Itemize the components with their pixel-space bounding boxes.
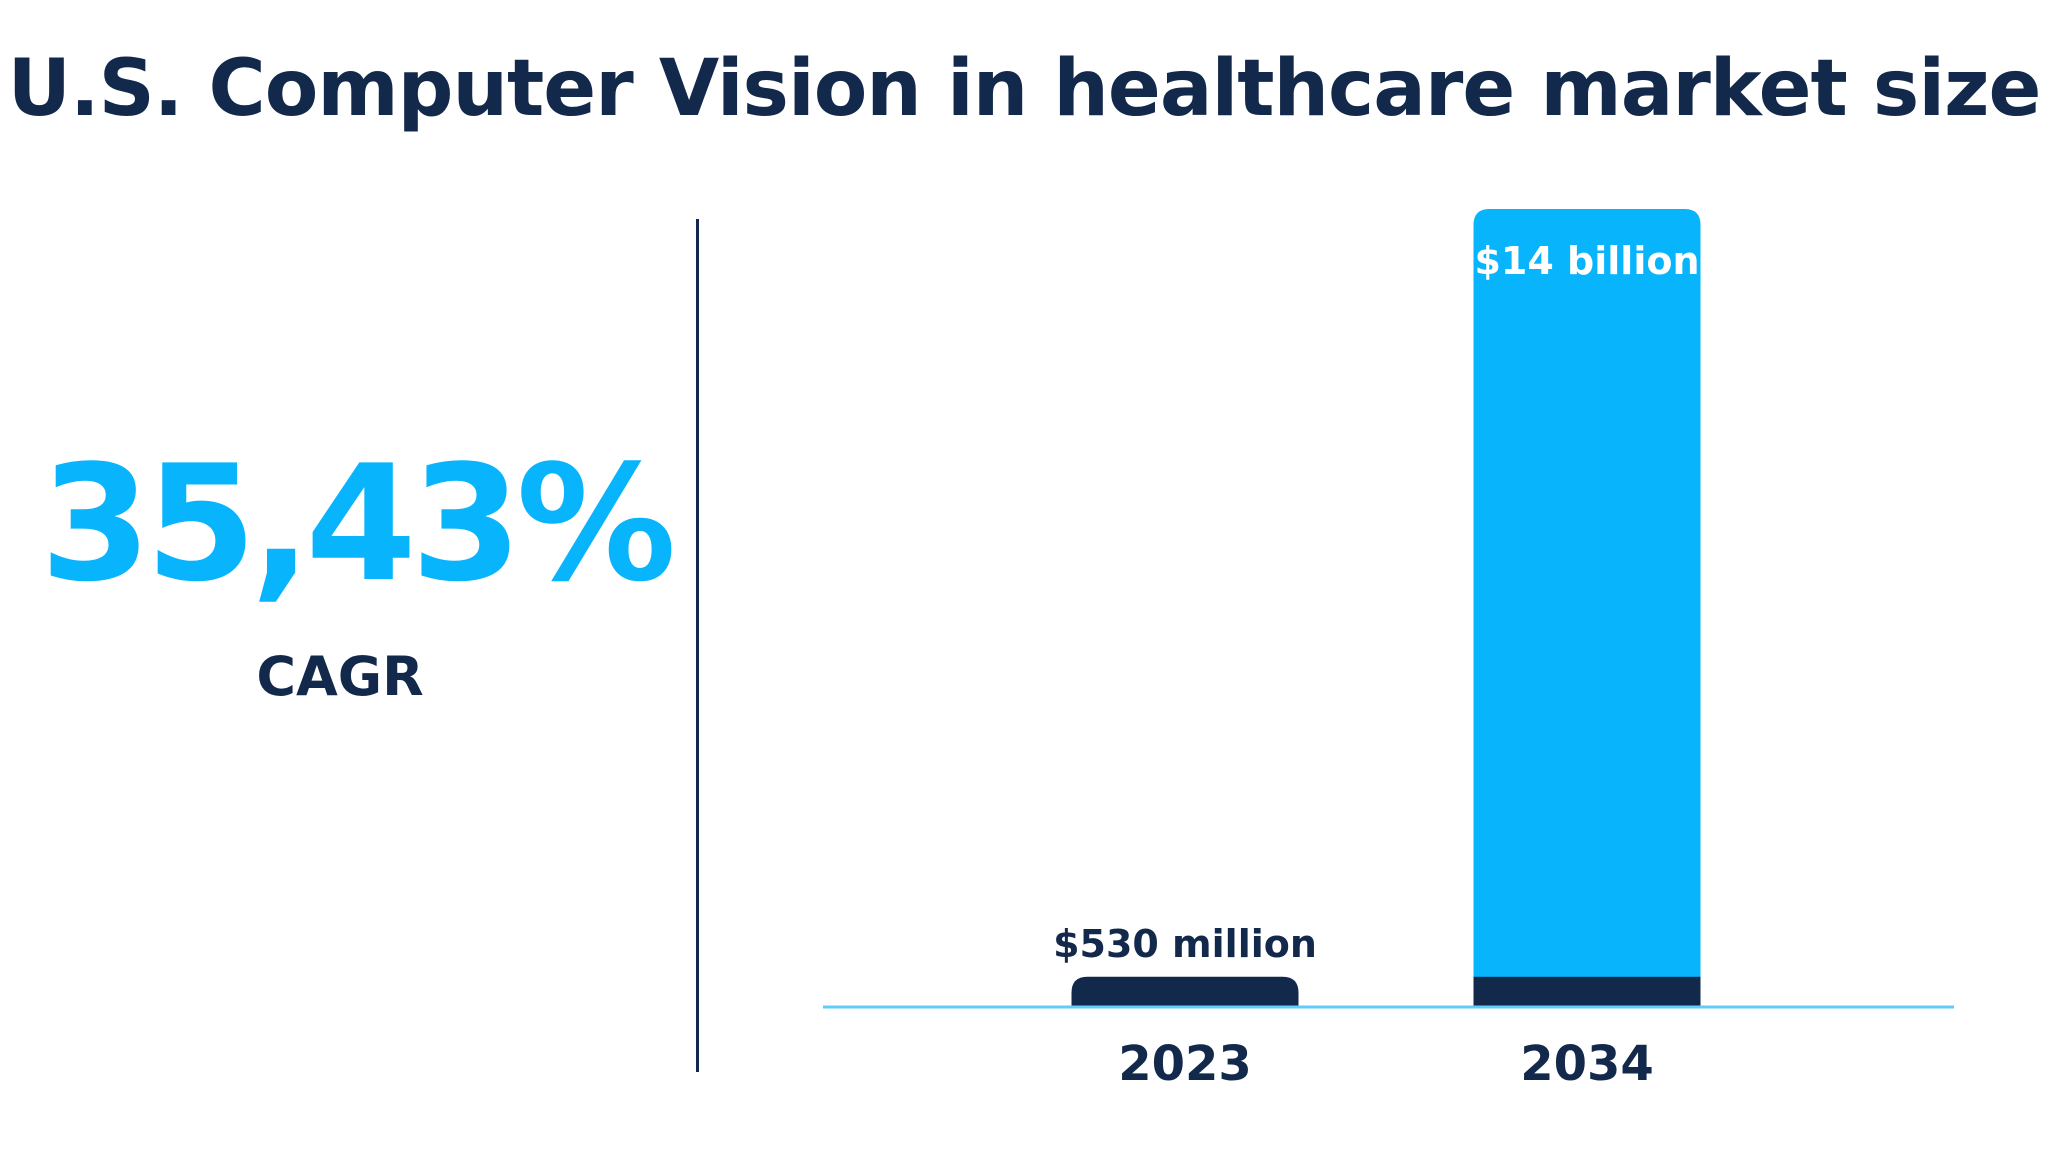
x-tick-label-2034: 2034 bbox=[1520, 1036, 1654, 1092]
bar-2023 bbox=[1071, 976, 1299, 1007]
bar-2034 bbox=[1473, 209, 1701, 1007]
data-label-2023: $530 million bbox=[1053, 922, 1317, 966]
x-tick-label-2023: 2023 bbox=[1118, 1036, 1252, 1092]
chart-title: U.S. Computer Vision in healthcare marke… bbox=[7, 44, 2042, 134]
bar-base-segment bbox=[1473, 976, 1701, 1007]
cagr-value: 35,43% bbox=[40, 430, 676, 617]
divider bbox=[696, 219, 699, 1072]
data-label-2034: $14 billion bbox=[1474, 239, 1699, 283]
cagr-label: CAGR bbox=[256, 645, 424, 708]
